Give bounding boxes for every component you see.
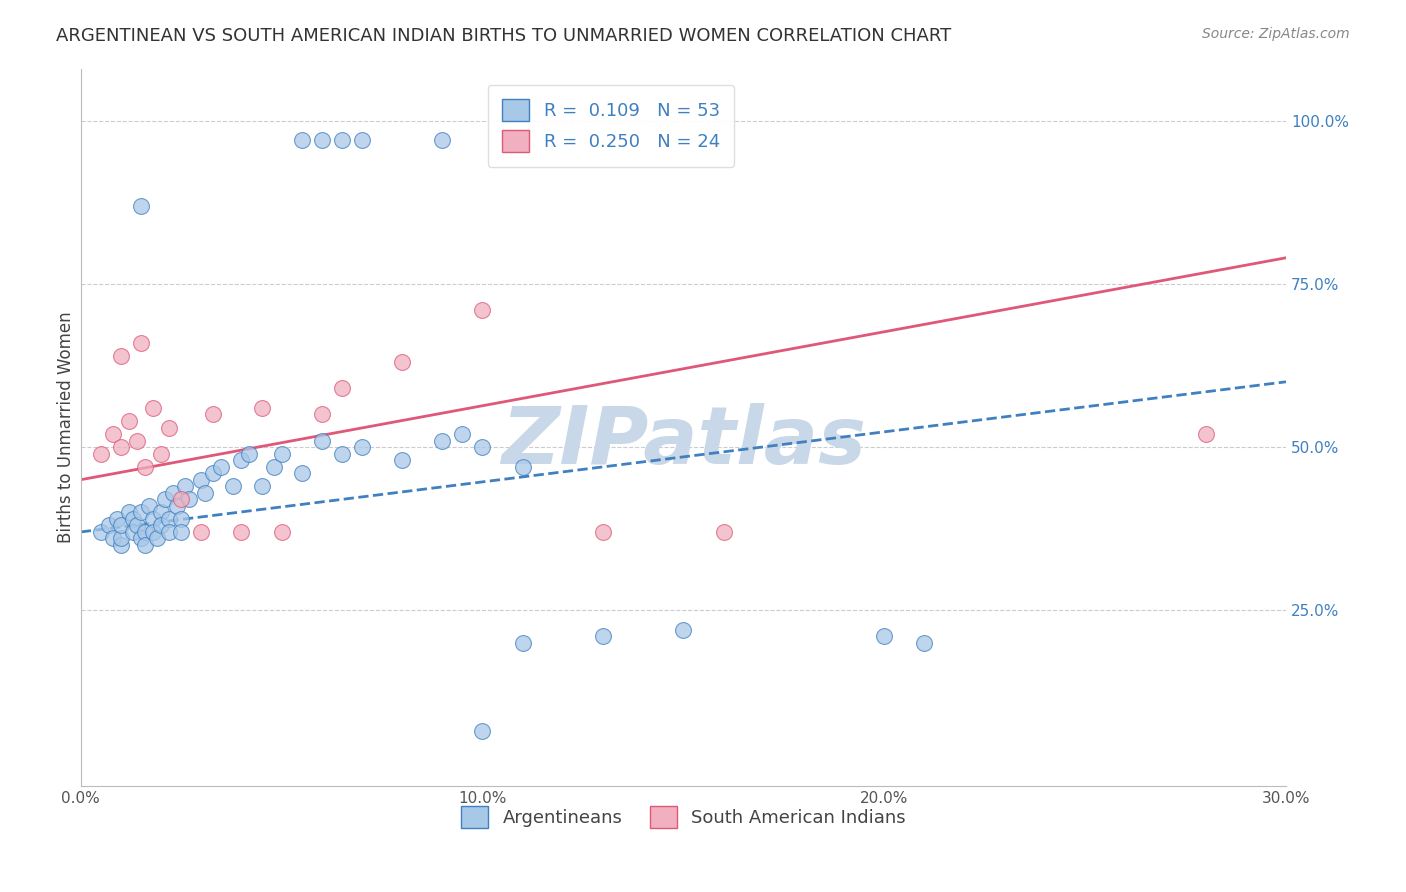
Point [432, 133, 454, 147]
Point [90, 447, 112, 461]
Point [311, 133, 333, 147]
Point [146, 532, 169, 546]
Point [129, 198, 152, 212]
Point [122, 524, 145, 539]
Point [129, 335, 152, 350]
Point [250, 479, 273, 493]
Point [190, 473, 212, 487]
Point [194, 485, 217, 500]
Point [105, 512, 128, 526]
Point [1194, 427, 1216, 442]
Point [873, 629, 896, 643]
Point [157, 524, 180, 539]
Point [202, 466, 225, 480]
Point [110, 440, 132, 454]
Point [202, 408, 225, 422]
Point [142, 524, 165, 539]
Text: ZIPatlas: ZIPatlas [501, 403, 866, 481]
Point [263, 459, 285, 474]
Point [270, 524, 292, 539]
Point [391, 355, 413, 369]
Point [330, 447, 353, 461]
Point [110, 349, 132, 363]
Point [134, 459, 156, 474]
Point [129, 532, 152, 546]
Point [672, 623, 695, 637]
Point [138, 499, 160, 513]
Point [912, 636, 935, 650]
Point [451, 427, 474, 442]
Point [166, 499, 188, 513]
Point [162, 485, 184, 500]
Y-axis label: Births to Unmarried Women: Births to Unmarried Women [58, 311, 75, 543]
Point [231, 453, 253, 467]
Text: ARGENTINEAN VS SOUTH AMERICAN INDIAN BIRTHS TO UNMARRIED WOMEN CORRELATION CHART: ARGENTINEAN VS SOUTH AMERICAN INDIAN BIR… [56, 27, 952, 45]
Point [270, 447, 292, 461]
Point [350, 133, 373, 147]
Point [311, 434, 333, 448]
Point [471, 724, 494, 739]
Point [157, 512, 180, 526]
Point [153, 492, 176, 507]
Point [209, 459, 232, 474]
Point [350, 440, 373, 454]
Point [471, 440, 494, 454]
Point [330, 133, 353, 147]
Point [97, 518, 120, 533]
Point [592, 629, 614, 643]
Point [150, 447, 173, 461]
Point [125, 518, 148, 533]
Point [110, 532, 132, 546]
Point [110, 538, 132, 552]
Point [291, 466, 314, 480]
Point [134, 524, 156, 539]
Point [179, 492, 201, 507]
Point [190, 524, 212, 539]
Point [432, 434, 454, 448]
Point [129, 505, 152, 519]
Point [291, 133, 314, 147]
Point [713, 524, 735, 539]
Point [90, 524, 112, 539]
Legend: Argentineans, South American Indians: Argentineans, South American Indians [454, 798, 912, 835]
Point [125, 434, 148, 448]
Point [142, 401, 165, 415]
Point [118, 505, 141, 519]
Point [471, 303, 494, 318]
Point [231, 524, 253, 539]
Point [391, 453, 413, 467]
Point [250, 401, 273, 415]
Text: Source: ZipAtlas.com: Source: ZipAtlas.com [1202, 27, 1350, 41]
Point [170, 492, 193, 507]
Point [311, 408, 333, 422]
Point [150, 505, 173, 519]
Point [157, 420, 180, 434]
Point [110, 518, 132, 533]
Point [512, 636, 534, 650]
Point [101, 532, 124, 546]
Point [174, 479, 197, 493]
Point [222, 479, 245, 493]
Point [170, 512, 193, 526]
Point [142, 512, 165, 526]
Point [592, 524, 614, 539]
Point [512, 459, 534, 474]
Point [101, 427, 124, 442]
Point [122, 512, 145, 526]
Point [238, 447, 260, 461]
Point [150, 518, 173, 533]
Point [134, 538, 156, 552]
Point [118, 414, 141, 428]
Point [330, 381, 353, 395]
Point [170, 524, 193, 539]
